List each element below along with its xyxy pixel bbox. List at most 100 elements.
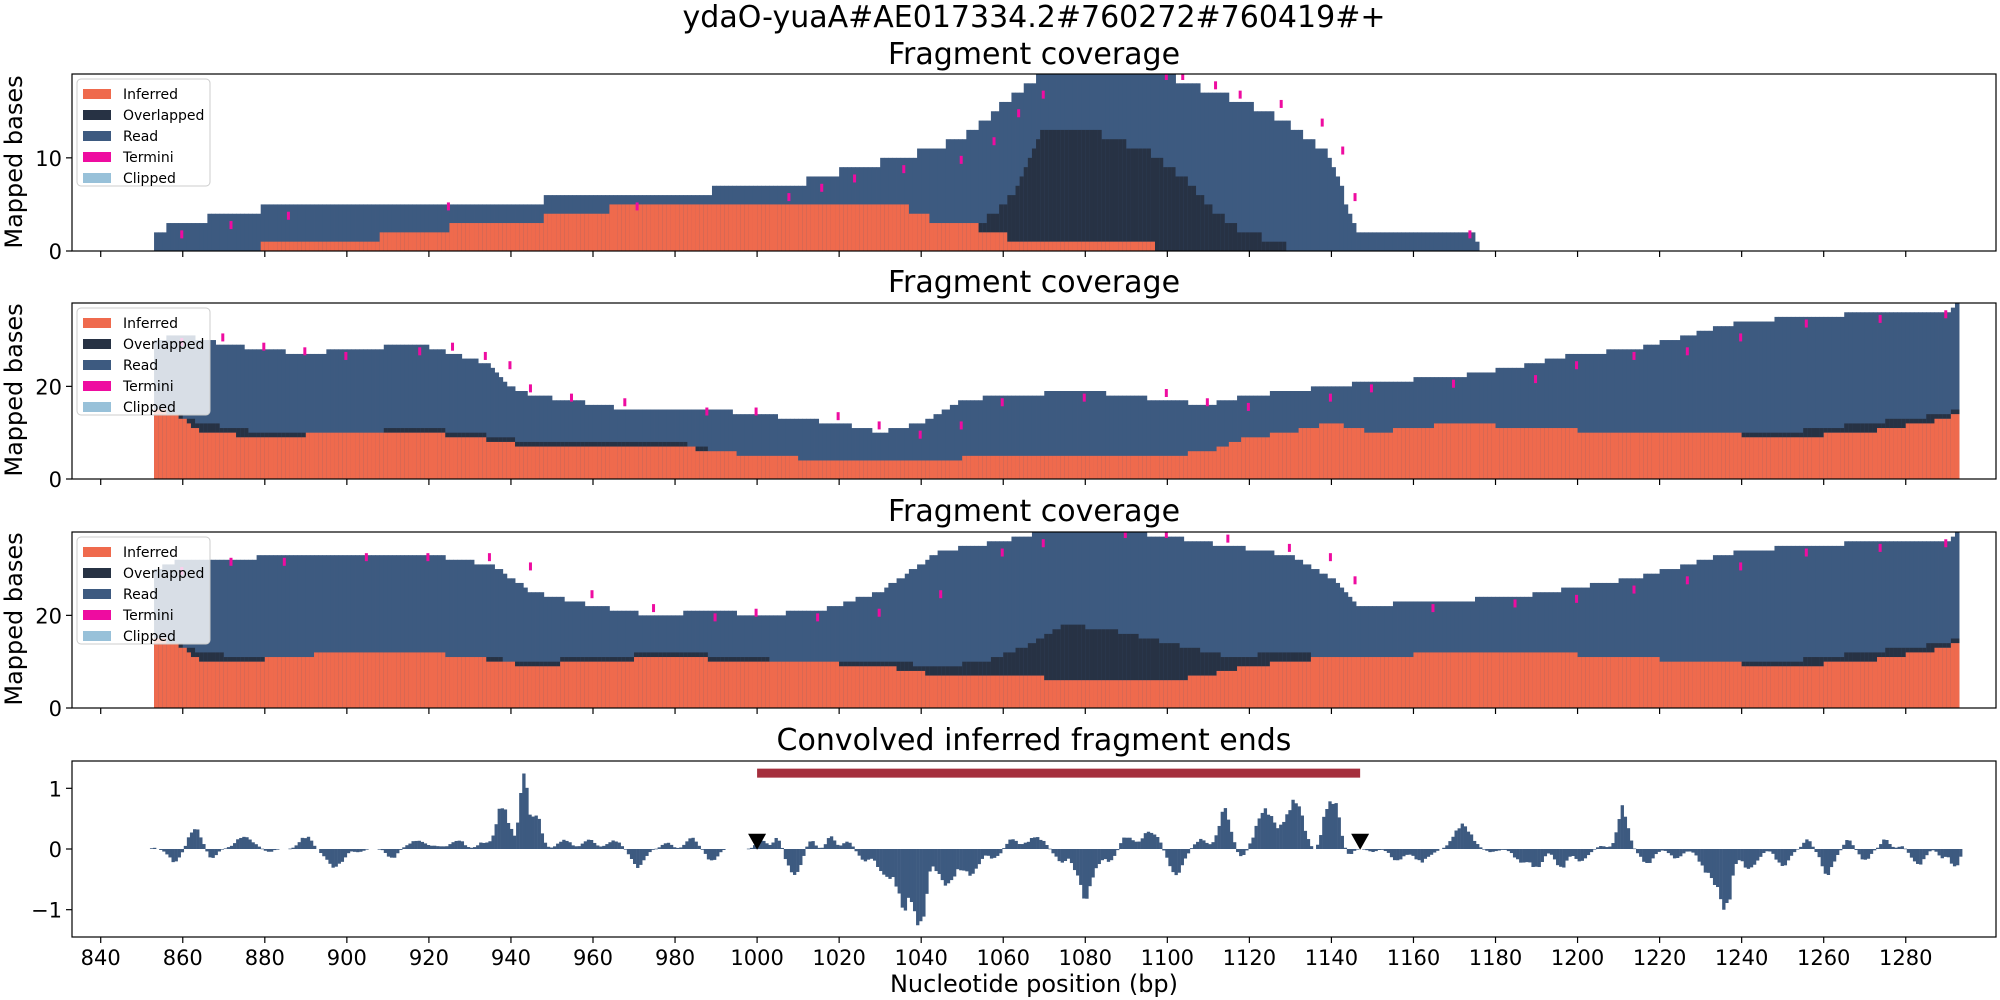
- conv-bar: [503, 809, 508, 849]
- read-bar: [843, 601, 848, 708]
- inferred-bar: [982, 675, 988, 708]
- overlapped-bar: [662, 441, 668, 447]
- inferred-bar: [277, 241, 282, 251]
- inferred-bar: [1372, 432, 1377, 479]
- read-bar: [1753, 550, 1759, 708]
- inferred-bar: [391, 432, 397, 479]
- conv-bar: [506, 822, 511, 849]
- read-bar: [1544, 358, 1550, 479]
- read-bar: [732, 414, 737, 479]
- read-bar: [1626, 578, 1632, 708]
- conv-bar: [1266, 814, 1271, 849]
- x-tick-label: 860: [163, 946, 203, 970]
- inferred-bar: [519, 223, 524, 251]
- overlapped-bar: [904, 661, 910, 671]
- inferred-bar: [1257, 666, 1263, 708]
- inferred-bar: [621, 661, 627, 708]
- overlapped-bar: [732, 657, 737, 662]
- overlapped-bar: [851, 661, 856, 667]
- conv-bar: [1202, 840, 1206, 849]
- read-bar: [1081, 532, 1086, 708]
- legend-swatch: [83, 568, 111, 578]
- conv-bar: [1457, 828, 1461, 849]
- conv-bar: [771, 842, 775, 849]
- termini-mark: [1739, 333, 1743, 342]
- termini-mark: [1226, 534, 1230, 543]
- overlapped-bar: [1118, 139, 1123, 242]
- read-bar: [285, 353, 290, 479]
- read-bar: [1536, 363, 1542, 479]
- overlapped-bar: [687, 652, 692, 658]
- conv-bar: [1691, 849, 1695, 853]
- conv-bar: [1232, 842, 1237, 849]
- overlapped-bar: [1872, 652, 1878, 662]
- inferred-bar: [1105, 680, 1111, 708]
- conv-bar: [1832, 849, 1837, 862]
- conv-bar: [1540, 849, 1544, 863]
- inferred-bar: [469, 437, 475, 479]
- read-bar: [1860, 541, 1866, 708]
- read-bar: [277, 204, 282, 251]
- read-bar: [1036, 395, 1041, 479]
- inferred-bar: [1040, 455, 1045, 479]
- read-bar: [461, 559, 467, 708]
- read-bar: [273, 204, 278, 251]
- overlapped-bar: [223, 428, 229, 433]
- overlapped-bar: [231, 657, 237, 662]
- read-bar: [1893, 312, 1898, 479]
- inferred-bar: [937, 675, 943, 708]
- inferred-bar: [662, 204, 668, 251]
- termini-mark: [180, 230, 184, 239]
- read-bar: [506, 386, 512, 479]
- read-bar: [1819, 545, 1825, 708]
- read-bar: [789, 610, 795, 708]
- overlapped-bar: [703, 446, 709, 452]
- read-bar: [716, 409, 721, 479]
- inferred-bar: [297, 657, 303, 708]
- read-bar: [1048, 391, 1053, 479]
- overlapped-bar: [958, 666, 963, 676]
- read-bar: [375, 204, 381, 251]
- conv-bar: [1149, 832, 1154, 849]
- read-bar: [293, 204, 299, 251]
- inferred-bar: [1552, 428, 1558, 479]
- read-bar: [1704, 330, 1710, 479]
- inferred-bar: [318, 241, 323, 251]
- overlapped-bar: [531, 661, 536, 667]
- read-bar: [1934, 312, 1939, 479]
- inferred-bar: [1667, 661, 1673, 708]
- inferred-bar: [658, 657, 664, 708]
- read-bar: [1565, 353, 1570, 479]
- inferred-bar: [1663, 661, 1669, 708]
- y-tick-label: 10: [35, 147, 62, 171]
- read-bar: [982, 120, 988, 251]
- inferred-bar: [1749, 437, 1755, 479]
- conv-bar: [1949, 849, 1954, 864]
- inferred-bar: [1093, 241, 1098, 251]
- read-bar: [1183, 83, 1189, 251]
- read-bar: [515, 391, 520, 479]
- inferred-bar: [1122, 680, 1127, 708]
- read-bar: [1815, 316, 1820, 479]
- inferred-bar: [625, 661, 631, 708]
- inferred-bar: [584, 661, 590, 708]
- read-bar: [1659, 569, 1665, 708]
- overlapped-bar: [1918, 418, 1923, 424]
- inferred-bar: [822, 460, 828, 479]
- read-bar: [1790, 545, 1796, 708]
- inferred-bar: [215, 661, 221, 708]
- inferred-bar: [954, 223, 959, 251]
- inferred-bar: [908, 213, 914, 251]
- read-bar: [1524, 596, 1529, 708]
- overlapped-bar: [867, 661, 873, 667]
- read-bar: [1150, 400, 1156, 479]
- read-bar: [1741, 550, 1747, 708]
- inferred-bar: [843, 460, 848, 479]
- read-bar: [1552, 592, 1558, 708]
- inferred-bar: [1072, 241, 1078, 251]
- overlapped-bar: [1183, 647, 1189, 681]
- conv-bar: [463, 845, 468, 849]
- read-bar: [1688, 335, 1693, 479]
- overlapped-bar: [588, 441, 594, 447]
- inferred-bar: [1052, 680, 1057, 708]
